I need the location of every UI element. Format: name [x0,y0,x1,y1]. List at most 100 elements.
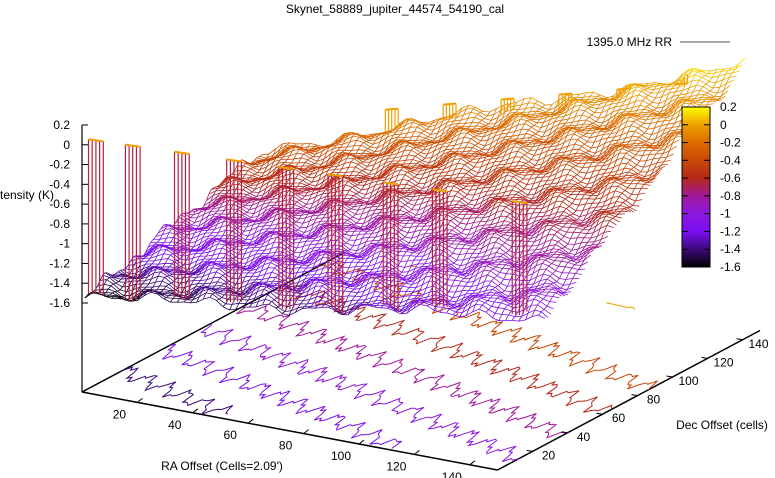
surface-segment [632,105,640,108]
surface-segment [407,131,415,134]
surface-segment [404,204,413,210]
surface-segment [468,169,472,172]
surface-segment [362,152,370,155]
surface-segment [334,139,342,145]
surface-segment [367,146,371,149]
surface-segment [420,149,424,153]
chart-title: Skynet_58889_jupiter_44574_54190_cal [286,2,504,16]
surface-segment [650,110,658,115]
surface-segment [463,112,471,116]
surface-segment [382,163,390,169]
surface-segment [617,99,622,104]
surface-segment [529,110,537,113]
surface-segment [575,165,583,169]
surface-segment [451,144,456,150]
surface-segment [294,186,298,190]
surface-segment [623,145,631,147]
surface-segment [307,174,311,178]
surface-segment [498,136,506,140]
surface-segment [367,161,371,167]
surface-segment [425,137,433,142]
surface-segment [282,155,290,158]
surface-segment [661,128,666,135]
surface-segment [646,104,650,107]
surface-segment [506,146,514,151]
surface-segment [417,152,421,155]
surface-segment [624,187,628,191]
surface-segment [634,183,638,189]
surface-segment [446,137,454,142]
surface-segment [654,125,662,129]
surface-segment [631,114,639,116]
surface-segment [566,161,570,165]
surface-segment [304,176,308,180]
surface-segment [580,181,588,185]
surface-segment [636,160,641,166]
surface-segment [595,162,600,167]
surface-segment [427,148,431,155]
surface-segment [243,181,251,186]
surface-segment [726,77,730,84]
surface-segment [506,175,514,177]
surface-segment [244,196,252,199]
surface-segment [491,138,499,144]
surface-segment [358,192,366,195]
surface-segment [208,190,216,195]
surface-segment [389,160,393,165]
surface-segment [257,160,266,166]
surface-segment [356,136,360,141]
surface-segment [461,141,469,144]
surface-segment [582,153,590,158]
surface-segment [576,171,581,175]
surface-segment [562,105,571,112]
surface-segment [676,103,684,110]
surface-segment [573,152,577,158]
surface-segment [457,119,462,124]
surface-segment [384,158,389,163]
surface-segment [604,137,609,144]
surface-segment [400,132,408,135]
surface-segment [463,132,468,138]
surface-segment [370,144,374,148]
surface-segment [270,162,279,169]
surface-segment [509,142,517,145]
surface-segment [328,169,336,171]
surface-segment [300,153,304,159]
surface-segment [580,178,585,183]
surface-segment [390,151,394,156]
surface-segment [694,96,702,100]
surface-segment [511,113,520,119]
surface-segment [562,160,570,162]
surface-segment [732,68,736,74]
surface-segment [648,147,656,150]
surface-segment [525,161,529,164]
surface-segment [614,134,622,138]
surface-segment [287,158,295,160]
surface-segment [309,181,313,185]
surface-segment [638,134,643,138]
surface-segment [520,146,524,149]
surface-segment [490,157,498,160]
surface-segment [667,119,672,125]
surface-segment [635,115,643,118]
surface-segment [457,133,461,140]
surface-segment [585,162,593,164]
surface-segment [444,122,448,129]
surface-segment [462,146,467,153]
surface-segment [399,145,408,149]
surface-segment [304,159,309,163]
surface-segment [463,186,467,189]
surface-segment [539,136,543,140]
surface-segment [455,129,464,133]
surface-segment [583,119,587,125]
surface-segment [422,124,430,128]
surface-segment [558,129,566,137]
surface-segment [572,116,576,123]
surface-segment [478,119,482,123]
surface-segment [579,92,587,95]
surface-segment [574,128,583,132]
surface-segment [592,121,596,124]
surface-segment [628,171,636,175]
surface-segment [539,163,543,170]
surface-segment [407,163,411,167]
